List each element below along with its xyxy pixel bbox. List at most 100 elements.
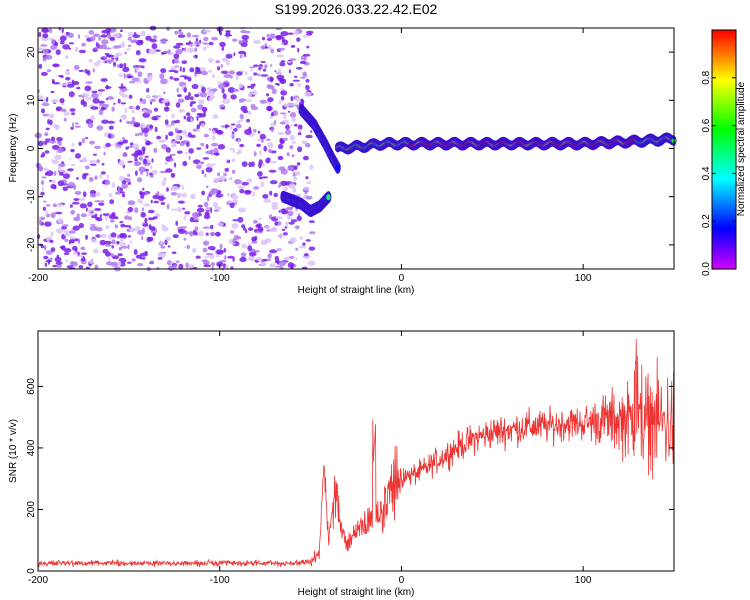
colorbar-segment	[712, 229, 736, 232]
noise-blob	[152, 194, 160, 200]
noise-blob	[289, 134, 295, 141]
noise-blob	[127, 261, 132, 264]
noise-blob	[174, 127, 178, 134]
colorbar-segment	[712, 147, 736, 151]
noise-blob	[96, 227, 103, 232]
noise-blob	[248, 92, 252, 98]
snr-ylabel: SNR (10 * v/v)	[8, 419, 19, 483]
noise-blob	[241, 224, 246, 229]
noise-blob	[210, 262, 216, 266]
noise-blob	[94, 175, 98, 180]
noise-blob	[73, 251, 77, 255]
colorbar-segment	[712, 89, 736, 93]
noise-blob	[240, 118, 244, 122]
noise-blob	[302, 34, 307, 39]
noise-blob	[101, 39, 109, 45]
colorbar-segment	[712, 199, 736, 202]
noise-blob	[169, 76, 174, 80]
noise-blob	[117, 98, 121, 104]
noise-blob	[265, 225, 270, 229]
noise-blob	[51, 159, 59, 165]
noise-blob	[217, 172, 220, 177]
noise-blob	[285, 221, 289, 227]
noise-blob	[149, 226, 156, 231]
colorbar-segment	[712, 189, 736, 192]
y-tick-label: 0	[26, 568, 37, 574]
noise-blob	[200, 142, 205, 147]
noise-blob	[88, 177, 94, 182]
noise-blob	[274, 221, 279, 226]
noise-blob	[296, 215, 302, 221]
noise-blob	[78, 49, 86, 54]
noise-blob	[136, 149, 143, 156]
colorbar-segment	[712, 167, 736, 171]
noise-blob	[173, 77, 180, 82]
noise-blob	[208, 70, 213, 73]
noise-blob	[49, 257, 53, 261]
colorbar-segment	[712, 49, 736, 53]
noise-blob	[185, 231, 193, 235]
noise-blob	[183, 214, 187, 221]
noise-blob	[59, 246, 65, 249]
noise-blob	[245, 229, 248, 234]
noise-blob	[271, 206, 279, 210]
noise-blob	[94, 200, 101, 203]
noise-blob	[186, 244, 190, 250]
noise-blob	[69, 204, 73, 208]
noise-blob	[99, 233, 107, 239]
noise-blob	[236, 71, 243, 76]
colorbar-segment	[712, 155, 736, 159]
noise-blob	[277, 155, 284, 161]
noise-blob	[297, 47, 300, 53]
colorbar-segment	[712, 41, 736, 45]
noise-blob	[42, 140, 50, 143]
colorbar-segment	[712, 233, 736, 236]
colorbar-segment	[712, 87, 736, 91]
colorbar-label: Normalized spectral amplitude	[736, 81, 747, 216]
noise-blob	[287, 32, 294, 35]
noise-blob	[69, 108, 76, 112]
noise-blob	[263, 198, 272, 203]
noise-blob	[203, 213, 211, 220]
noise-blob	[138, 132, 144, 136]
y-tick-label: 10	[26, 94, 37, 106]
colorbar-segment	[712, 237, 736, 240]
colorbar-segment	[712, 111, 736, 115]
noise-blob	[300, 99, 304, 103]
noise-blob	[281, 208, 286, 214]
colorbar-segment	[712, 207, 736, 210]
noise-blob	[57, 217, 63, 224]
noise-blob	[140, 211, 146, 218]
noise-blob	[63, 252, 70, 256]
ridge-core	[326, 194, 331, 201]
noise-blob	[46, 69, 52, 73]
noise-blob	[118, 90, 125, 96]
noise-blob	[280, 180, 288, 186]
noise-blob	[271, 127, 274, 133]
noise-blob	[140, 65, 145, 69]
noise-blob	[135, 170, 138, 176]
noise-blob	[183, 115, 186, 120]
noise-blob	[69, 230, 76, 234]
noise-blob	[270, 160, 278, 164]
noise-blob	[304, 253, 309, 257]
noise-blob	[99, 239, 106, 246]
noise-blob	[101, 163, 105, 166]
noise-blob	[37, 140, 44, 147]
noise-blob	[228, 70, 236, 75]
noise-blob	[77, 238, 81, 244]
y-tick-label: 20	[26, 46, 37, 58]
noise-blob	[235, 123, 242, 129]
noise-blob	[164, 119, 169, 125]
noise-blob	[248, 161, 252, 168]
noise-blob	[247, 227, 254, 231]
noise-blob	[253, 151, 257, 157]
noise-blob	[94, 208, 102, 211]
noise-blob	[266, 138, 271, 141]
colorbar-segment	[712, 169, 736, 173]
colorbar-segment	[712, 203, 736, 206]
noise-blob	[62, 186, 68, 192]
noise-blob	[287, 262, 295, 269]
noise-blob	[308, 246, 316, 251]
noise-blob	[308, 220, 315, 224]
